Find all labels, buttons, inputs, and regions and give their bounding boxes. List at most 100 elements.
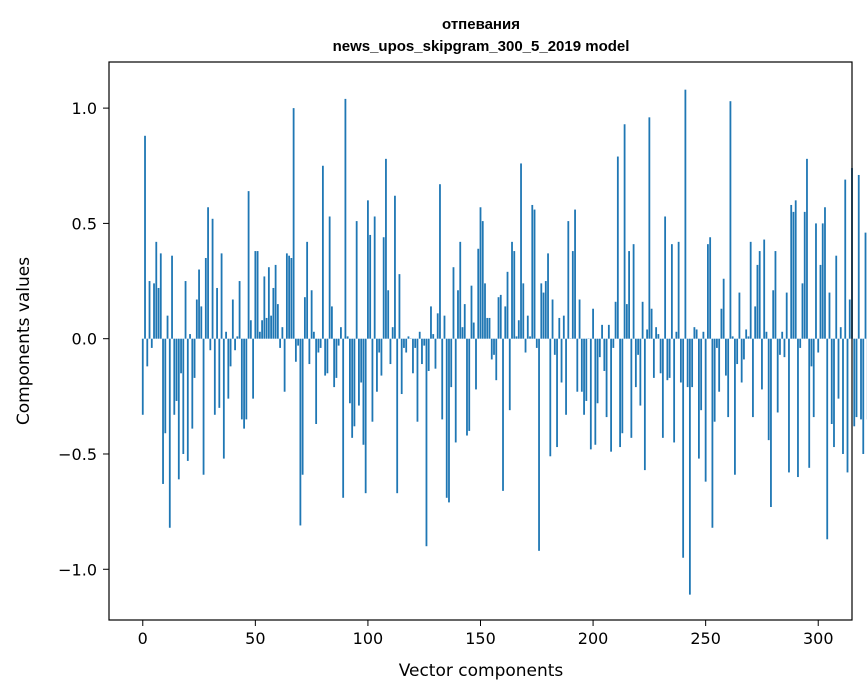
bar-component-93 xyxy=(351,338,354,438)
bar-component-50 xyxy=(254,251,257,339)
bar-component-206 xyxy=(605,338,608,418)
bar-component-102 xyxy=(371,338,374,422)
bar-component-289 xyxy=(792,211,795,339)
bar-component-281 xyxy=(774,251,777,339)
bar-component-217 xyxy=(630,338,633,438)
bar-component-120 xyxy=(412,338,414,374)
bar-component-33 xyxy=(216,287,218,339)
bar-component-258 xyxy=(722,278,725,339)
bar-component-318 xyxy=(857,174,860,339)
bar-component-216 xyxy=(628,251,630,339)
bar-component-172 xyxy=(529,336,531,339)
bar-component-47 xyxy=(247,191,250,339)
bar-component-38 xyxy=(227,338,230,399)
bar-component-36 xyxy=(222,338,225,459)
bar-component-25 xyxy=(198,269,200,339)
bar-component-20 xyxy=(186,338,189,461)
bar-component-274 xyxy=(758,251,761,339)
bar-component-285 xyxy=(783,338,786,358)
bar-component-256 xyxy=(718,338,721,392)
bar-component-228 xyxy=(655,327,658,339)
bar-component-219 xyxy=(634,338,637,388)
bar-component-299 xyxy=(815,223,817,339)
bar-component-145 xyxy=(468,338,471,431)
bar-component-105 xyxy=(378,338,381,353)
bar-component-321 xyxy=(864,232,867,339)
bar-component-138 xyxy=(452,267,455,339)
bar-component-186 xyxy=(560,338,563,383)
bar-component-212 xyxy=(619,338,621,448)
bar-component-165 xyxy=(513,251,516,339)
bar-component-252 xyxy=(709,237,712,339)
bar-component-184 xyxy=(556,338,558,448)
bar-component-182 xyxy=(551,299,554,339)
bar-component-277 xyxy=(765,331,768,339)
bar-component-233 xyxy=(666,338,669,381)
bar-component-221 xyxy=(639,338,642,406)
bar-component-111 xyxy=(391,327,394,339)
bar-component-30 xyxy=(209,338,212,351)
bar-component-191 xyxy=(571,251,574,339)
bar-component-303 xyxy=(824,207,826,339)
bar-component-65 xyxy=(288,255,291,339)
bar-component-3 xyxy=(148,281,151,339)
bar-component-131 xyxy=(436,313,439,339)
bar-component-245 xyxy=(693,327,696,339)
bar-component-19 xyxy=(184,281,187,339)
bar-component-249 xyxy=(702,331,705,339)
bar-component-83 xyxy=(328,216,331,339)
bar-component-109 xyxy=(387,290,390,339)
bar-component-237 xyxy=(675,331,678,339)
x-tick-label: 250 xyxy=(690,629,721,648)
bar-component-298 xyxy=(812,338,815,418)
bar-component-46 xyxy=(245,338,248,420)
bar-component-183 xyxy=(553,338,556,355)
chart-title: отпевания xyxy=(442,16,520,33)
bar-component-227 xyxy=(652,338,655,378)
y-tick-label: 1.0 xyxy=(72,99,97,118)
bar-component-136 xyxy=(448,338,450,503)
bar-component-37 xyxy=(225,331,227,339)
bar-component-288 xyxy=(790,204,793,339)
bar-component-309 xyxy=(837,338,840,399)
bar-component-144 xyxy=(466,338,468,436)
bar-component-115 xyxy=(400,338,403,395)
x-tick-label: 300 xyxy=(803,629,834,648)
bar-component-118 xyxy=(407,336,410,339)
bar-component-195 xyxy=(580,338,583,392)
bar-component-23 xyxy=(193,338,196,378)
bar-component-121 xyxy=(414,338,417,348)
y-tick-label: 0.0 xyxy=(72,330,97,349)
bar-component-171 xyxy=(526,315,529,339)
bar-component-162 xyxy=(506,271,509,339)
bar-component-262 xyxy=(731,336,734,339)
bar-component-126 xyxy=(425,338,428,547)
bar-component-202 xyxy=(596,338,599,404)
bar-component-22 xyxy=(191,338,194,429)
bar-component-280 xyxy=(772,290,775,339)
x-axis-label: Vector components xyxy=(399,661,564,681)
bar-component-225 xyxy=(648,117,651,339)
bar-component-140 xyxy=(457,290,459,339)
bar-component-52 xyxy=(258,331,261,339)
bar-component-117 xyxy=(405,338,408,353)
bar-component-177 xyxy=(540,283,543,339)
bar-component-84 xyxy=(331,306,333,339)
bar-component-160 xyxy=(502,338,504,491)
bars-group xyxy=(141,89,867,595)
bar-component-187 xyxy=(562,315,565,339)
bar-component-166 xyxy=(515,336,518,339)
bar-component-268 xyxy=(745,329,748,339)
bar-component-248 xyxy=(700,338,703,411)
bar-component-80 xyxy=(321,165,324,339)
bar-component-29 xyxy=(207,207,209,339)
x-tick-label: 100 xyxy=(353,629,384,648)
bar-component-218 xyxy=(632,244,635,339)
bar-component-110 xyxy=(389,338,392,365)
bar-component-27 xyxy=(202,338,205,475)
bar-component-58 xyxy=(272,287,275,339)
bar-component-272 xyxy=(754,306,757,339)
bar-component-290 xyxy=(794,200,797,339)
bar-component-240 xyxy=(682,338,685,558)
bar-component-74 xyxy=(308,338,311,365)
